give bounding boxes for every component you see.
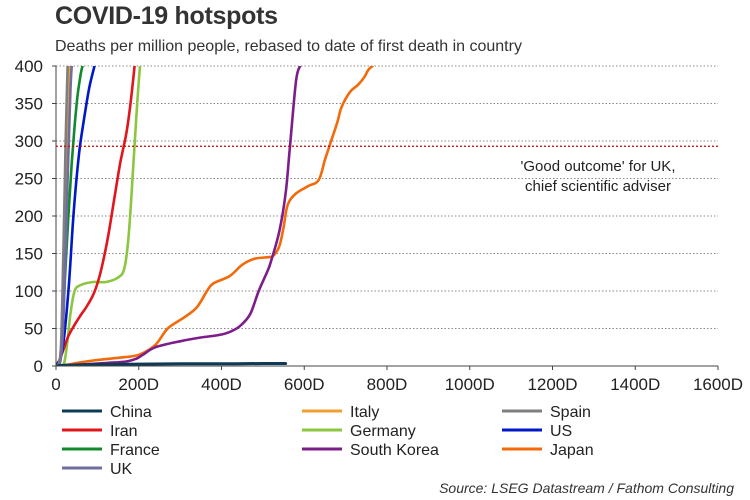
legend-label-china: China bbox=[110, 404, 152, 421]
x-tick-label: 400D bbox=[201, 375, 242, 394]
legend-label-japan: Japan bbox=[550, 442, 594, 459]
y-tick-label: 300 bbox=[15, 132, 43, 151]
legend-item-south-korea: South Korea bbox=[302, 442, 439, 459]
gridlines bbox=[56, 65, 718, 329]
x-tick-label: 1600D bbox=[693, 375, 743, 394]
y-tick-label: 50 bbox=[24, 320, 43, 339]
series-line-uk bbox=[56, 66, 73, 366]
y-tick-label: 400 bbox=[15, 57, 43, 76]
series-line-japan bbox=[56, 66, 374, 366]
y-tick-label: 250 bbox=[15, 170, 43, 189]
legend-item-france: France bbox=[62, 442, 160, 459]
x-tick-label: 600D bbox=[284, 375, 325, 394]
y-tick-label: 100 bbox=[15, 282, 43, 301]
legend-item-uk: UK bbox=[62, 461, 133, 478]
y-tick-label: 0 bbox=[34, 357, 43, 376]
legend-item-us: US bbox=[502, 423, 572, 440]
legend-item-china: China bbox=[62, 404, 152, 421]
chart-title: COVID-19 hotspots bbox=[55, 2, 278, 30]
x-tick-label: 200D bbox=[118, 375, 159, 394]
legend-item-iran: Iran bbox=[62, 423, 138, 440]
source-note: Source: LSEG Datastream / Fathom Consult… bbox=[439, 480, 734, 496]
legend-item-spain: Spain bbox=[502, 404, 591, 421]
y-tick-label: 200 bbox=[15, 207, 43, 226]
legend: China Italy Spain Iran Germany US France South … bbox=[62, 404, 594, 478]
legend-label-spain: Spain bbox=[550, 404, 591, 421]
legend-label-germany: Germany bbox=[350, 423, 416, 440]
legend-item-japan: Japan bbox=[502, 442, 594, 459]
legend-item-italy: Italy bbox=[302, 404, 379, 421]
legend-label-iran: Iran bbox=[110, 423, 138, 440]
x-tick-label: 0 bbox=[51, 375, 60, 394]
x-tick-label: 1400D bbox=[610, 375, 660, 394]
reference-annotation-line-1: 'Good outcome' for UK, bbox=[521, 158, 676, 175]
y-tick-label: 350 bbox=[15, 95, 43, 114]
series-line-china bbox=[56, 362, 288, 366]
legend-item-germany: Germany bbox=[302, 423, 416, 440]
axes: 0 50 100 150 200 250 300 350 400 0 200D 400D 600D 800… bbox=[15, 57, 743, 394]
series-line-iran bbox=[56, 66, 136, 366]
legend-label-france: France bbox=[110, 442, 160, 459]
x-tick-label: 800D bbox=[367, 375, 408, 394]
y-tick-label: 150 bbox=[15, 245, 43, 264]
series-line-south-korea bbox=[56, 66, 302, 366]
series-line-germany bbox=[56, 66, 142, 366]
series-lines bbox=[56, 66, 374, 366]
x-tick-label: 1200D bbox=[527, 375, 577, 394]
reference-line-group: 'Good outcome' for UK, chief scientific a… bbox=[56, 145, 718, 195]
legend-label-italy: Italy bbox=[350, 404, 379, 421]
legend-label-uk: UK bbox=[110, 461, 133, 478]
legend-label-us: US bbox=[550, 423, 572, 440]
x-tick-label: 1000D bbox=[445, 375, 495, 394]
legend-label-south-korea: South Korea bbox=[350, 442, 439, 459]
chart-subtitle: Deaths per million people, rebased to da… bbox=[55, 38, 522, 55]
reference-annotation-line-2: chief scientific adviser bbox=[525, 178, 671, 195]
